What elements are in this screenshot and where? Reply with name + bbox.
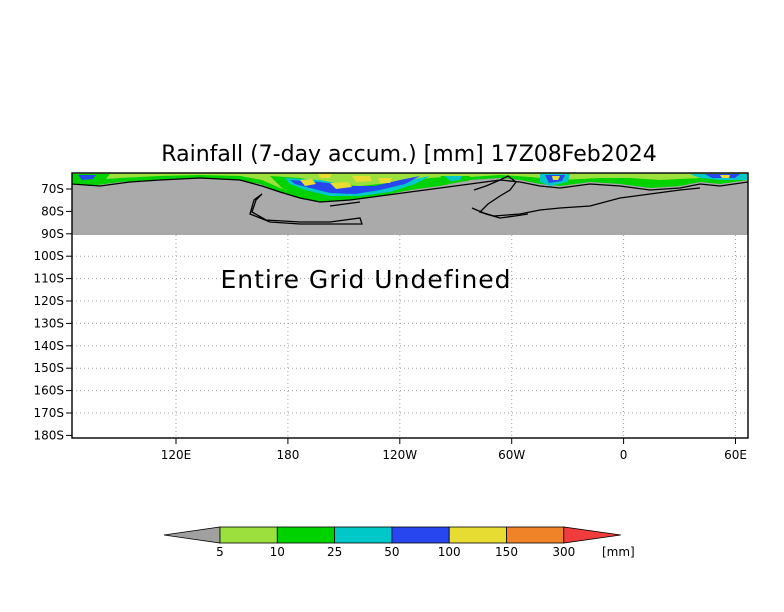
rainfall-shading [72,173,748,202]
colorbar-swatch [219,526,278,544]
y-tick-label: 130S [33,316,64,330]
colorbar-label: 150 [495,545,518,559]
map-frame [71,172,749,439]
y-tick-label: 120S [33,294,64,308]
y-tick-label: 180S [33,428,64,442]
undefined-message: Entire Grid Undefined [220,265,511,294]
x-tick-label: 180 [276,448,299,462]
x-tick-label: 0 [620,448,628,462]
x-tick-label: 60E [724,448,747,462]
colorbar-under-arrow [163,526,221,544]
colorbar-label: 100 [438,545,461,559]
y-tick-label: 90S [41,227,64,241]
colorbar-label: 50 [384,545,399,559]
colorbar-legend: 5 10 25 50 100 150 300 [163,526,621,559]
colorbar-swatch [334,526,393,544]
y-tick-label: 150S [33,361,64,375]
colorbar-swatch [391,526,450,544]
coastline [71,175,749,225]
undefined-region [72,235,748,438]
gridlines [72,233,748,438]
y-tick-label: 70S [41,182,64,196]
colorbar-swatch [276,526,335,544]
y-tick-label: 110S [33,272,64,286]
x-axis-ticks: 120E 180 120W 60W 0 60E [161,438,747,462]
colorbar-over-arrow [563,526,621,544]
colorbar-label: 25 [327,545,342,559]
colorbar-unit: [mm] [602,545,635,559]
y-tick-label: 80S [41,204,64,218]
map-title: Rainfall (7-day accum.) [mm] 17Z08Feb202… [161,142,656,167]
colorbar-label: 300 [552,545,575,559]
colorbar-swatch [448,526,507,544]
y-tick-label: 100S [33,249,64,263]
y-tick-label: 160S [33,384,64,398]
colorbar-label: 10 [270,545,285,559]
y-tick-label: 140S [33,339,64,353]
x-tick-label: 120E [161,448,192,462]
x-tick-label: 120W [382,448,417,462]
y-axis-ticks: 70S 80S 90S 100S 110S 120S 130S 140S 150S 160S 170… [33,182,72,442]
y-tick-label: 170S [33,406,64,420]
x-tick-label: 60W [498,448,525,462]
colorbar-label: 5 [216,545,224,559]
colorbar-swatch [506,526,565,544]
